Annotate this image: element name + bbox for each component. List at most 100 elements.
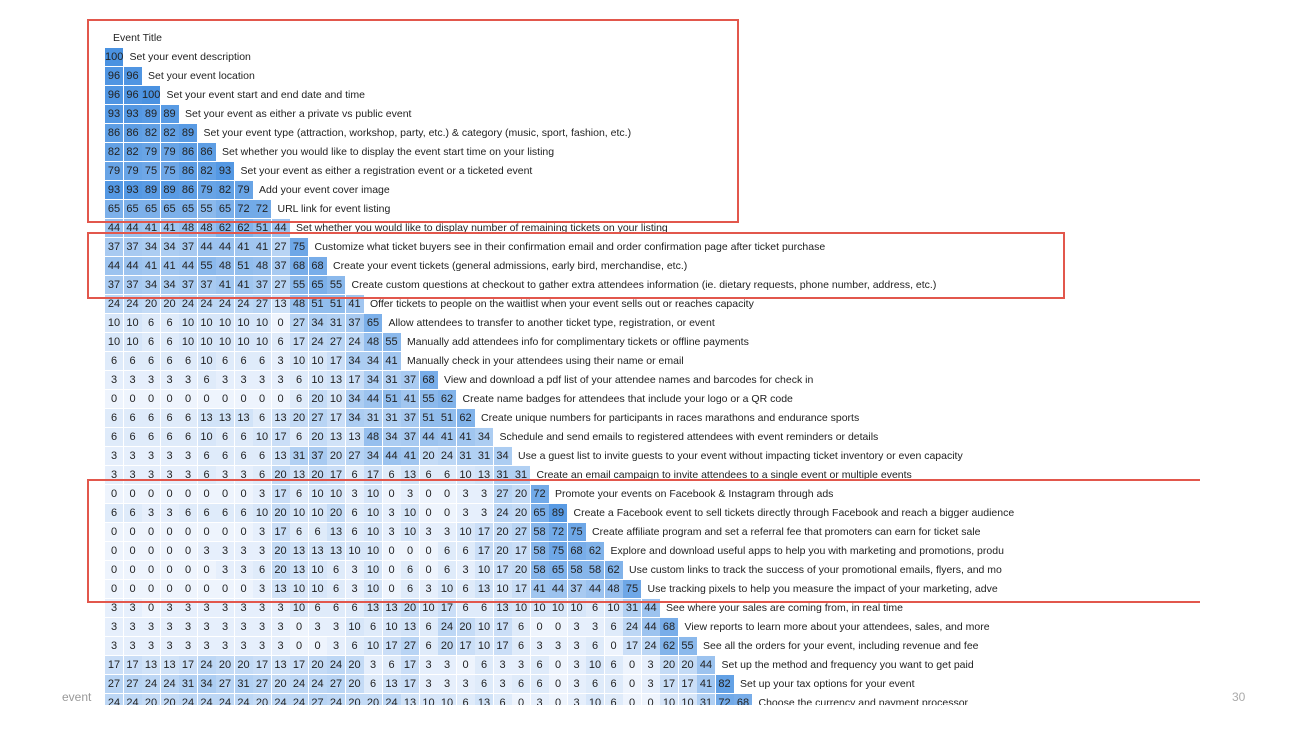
matrix-cell: 6: [586, 599, 604, 617]
row-label: Set your event location: [148, 70, 255, 82]
matrix-cell: 31: [697, 694, 715, 705]
matrix-cell: 0: [253, 390, 271, 408]
matrix-cell: 6: [475, 656, 493, 674]
matrix-cell: 6: [105, 352, 123, 370]
matrix-cell: 6: [179, 352, 197, 370]
matrix-cell: 20: [160, 694, 179, 705]
matrix-cell: 6: [105, 504, 123, 522]
matrix-cell: 37: [271, 257, 290, 275]
matrix-cell: 44: [105, 219, 123, 237]
matrix-cell: 86: [197, 143, 216, 161]
matrix-cell: 48: [253, 257, 271, 275]
matrix-cell: 37: [179, 276, 197, 294]
matrix-cell: 0: [197, 485, 216, 503]
matrix-cell: 3: [567, 694, 586, 705]
matrix-cell: 68: [308, 257, 327, 275]
matrix-cell: 75: [290, 238, 308, 256]
matrix-cell: 10: [678, 694, 697, 705]
matrix-cell: 0: [438, 485, 456, 503]
matrix-cell: 3: [567, 675, 586, 693]
matrix-cell: 10: [419, 599, 438, 617]
matrix-cell: 55: [382, 333, 401, 351]
matrix-cell: 34: [308, 314, 327, 332]
matrix-cell: 27: [401, 637, 419, 655]
matrix-cell: 6: [530, 675, 549, 693]
matrix-cell: 20: [271, 561, 290, 579]
matrix-cell: 62: [456, 409, 475, 427]
matrix-cell: 0: [123, 390, 142, 408]
matrix-cell: 3: [308, 618, 327, 636]
matrix-cell: 20: [327, 504, 345, 522]
row-label: Create affiliate program and set a refer…: [592, 526, 981, 538]
matrix-cell: 6: [456, 580, 475, 598]
matrix-cell: 20: [438, 637, 456, 655]
matrix-cell: 37: [345, 314, 364, 332]
matrix-cell: 17: [623, 637, 641, 655]
matrix-cell: 10: [290, 580, 308, 598]
matrix-cell: 24: [123, 295, 142, 313]
matrix-cell: 44: [382, 447, 401, 465]
matrix-cell: 79: [105, 162, 123, 180]
matrix-cell: 10: [512, 599, 530, 617]
matrix-cell: 3: [105, 599, 123, 617]
matrix-cell: 13: [382, 599, 401, 617]
matrix-cell: 34: [197, 675, 216, 693]
matrix-cell: 0: [382, 561, 401, 579]
matrix-cell: 0: [179, 580, 197, 598]
matrix-cell: 10: [308, 504, 327, 522]
matrix-cell: 31: [512, 466, 530, 484]
matrix-cell: 3: [179, 371, 197, 389]
matrix-cell: 3: [105, 618, 123, 636]
matrix-cell: 48: [364, 428, 382, 446]
matrix-cell: 6: [197, 466, 216, 484]
matrix-cell: 17: [179, 656, 197, 674]
matrix-cell: 10: [327, 485, 345, 503]
matrix-cell: 10: [364, 542, 382, 560]
matrix-cell: 13: [142, 656, 160, 674]
matrix-cell: 31: [382, 371, 401, 389]
row-label: Set your event as either a registration …: [240, 165, 533, 177]
matrix-cell: 0: [549, 656, 567, 674]
matrix-cell: 10: [345, 542, 364, 560]
matrix-cell: 13: [493, 599, 512, 617]
matrix-cell: 6: [160, 333, 179, 351]
matrix-cell: 10: [253, 504, 271, 522]
matrix-cell: 3: [160, 466, 179, 484]
row-label: View and download a pdf list of your att…: [444, 374, 814, 386]
matrix-cell: 86: [179, 143, 197, 161]
row-label: See all the orders for your event, inclu…: [703, 640, 979, 652]
matrix-cell: 34: [364, 447, 382, 465]
matrix-cell: 0: [160, 523, 179, 541]
matrix-cell: 0: [382, 485, 401, 503]
matrix-cell: 10: [123, 314, 142, 332]
matrix-cell: 6: [142, 409, 160, 427]
matrix-row: 96 96 Set your event location: [0, 67, 1200, 86]
matrix-cell: 6: [401, 561, 419, 579]
matrix-cell: 3: [419, 675, 438, 693]
matrix-cell: 0: [623, 675, 641, 693]
matrix-cell: 6: [123, 504, 142, 522]
matrix-cell: 44: [697, 656, 715, 674]
row-label: Schedule and send emails to registered a…: [499, 431, 879, 443]
matrix-cell: 10: [308, 580, 327, 598]
matrix-cell: 20: [308, 428, 327, 446]
matrix-cell: 0: [105, 390, 123, 408]
matrix-cell: 10: [364, 561, 382, 579]
matrix-cell: 24: [216, 295, 234, 313]
matrix-cell: 3: [197, 542, 216, 560]
row-label: Offer tickets to people on the waitlist …: [370, 298, 754, 310]
matrix-cell: 0: [160, 580, 179, 598]
matrix-cell: 34: [364, 371, 382, 389]
matrix-cell: 10: [382, 618, 401, 636]
matrix-cell: 24: [308, 333, 327, 351]
matrix-cell: 3: [179, 618, 197, 636]
matrix-cell: 44: [364, 390, 382, 408]
matrix-cell: 3: [123, 371, 142, 389]
matrix-cell: 3: [234, 466, 253, 484]
matrix-cell: 3: [512, 656, 530, 674]
matrix-cell: 3: [160, 371, 179, 389]
matrix-cell: 17: [123, 656, 142, 674]
matrix-cell: 20: [456, 618, 475, 636]
matrix-cell: 17: [253, 656, 271, 674]
matrix-cell: 37: [123, 238, 142, 256]
